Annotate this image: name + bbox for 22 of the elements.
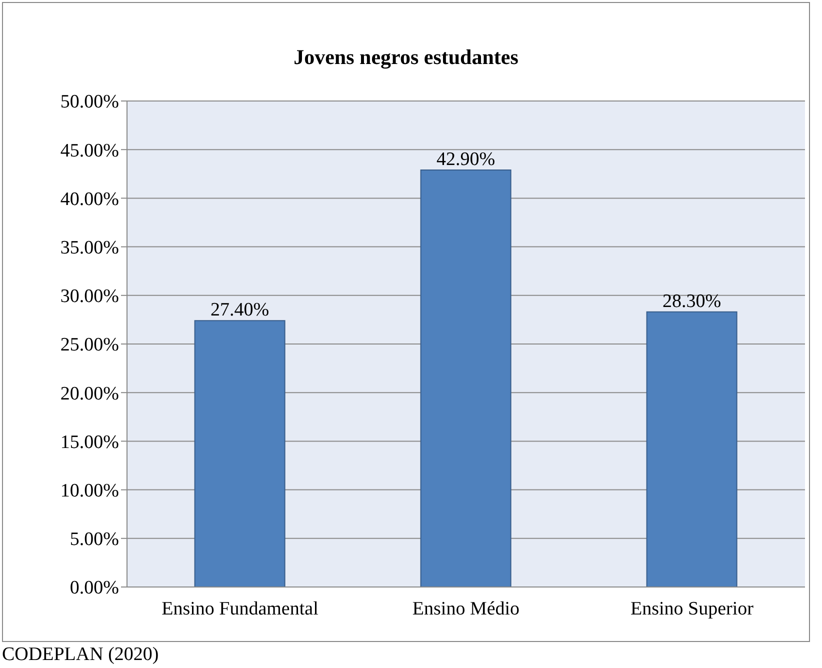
y-tick-label: 25.00% [60, 334, 120, 356]
y-tick-label: 35.00% [60, 238, 120, 259]
x-tick-label: Ensino Médio [412, 598, 520, 620]
y-tick-label: 5.00% [70, 529, 120, 550]
data-label: 42.90% [436, 149, 496, 170]
y-tick-label: 45.00% [60, 140, 120, 162]
x-tick-label: Ensino Superior [630, 598, 754, 620]
data-label: 27.40% [210, 300, 270, 321]
y-tick-label: 40.00% [60, 188, 120, 210]
x-tick-label: Ensino Fundamental [162, 598, 318, 620]
chart-title: Jovens negros estudantes [292, 45, 520, 70]
y-tick-label: 15.00% [60, 432, 120, 453]
y-tick-label: 0.00% [70, 578, 120, 599]
bar [646, 311, 738, 587]
y-tick-label: 30.00% [60, 286, 120, 308]
data-label: 28.30% [662, 290, 722, 312]
bar [194, 320, 286, 587]
text: CODEPLAN (2020) [2, 644, 160, 666]
y-tick-label: 10.00% [60, 480, 120, 502]
y-tick-label: 50.00% [60, 92, 120, 113]
y-tick-label: 20.00% [60, 383, 120, 404]
bar [420, 170, 512, 587]
